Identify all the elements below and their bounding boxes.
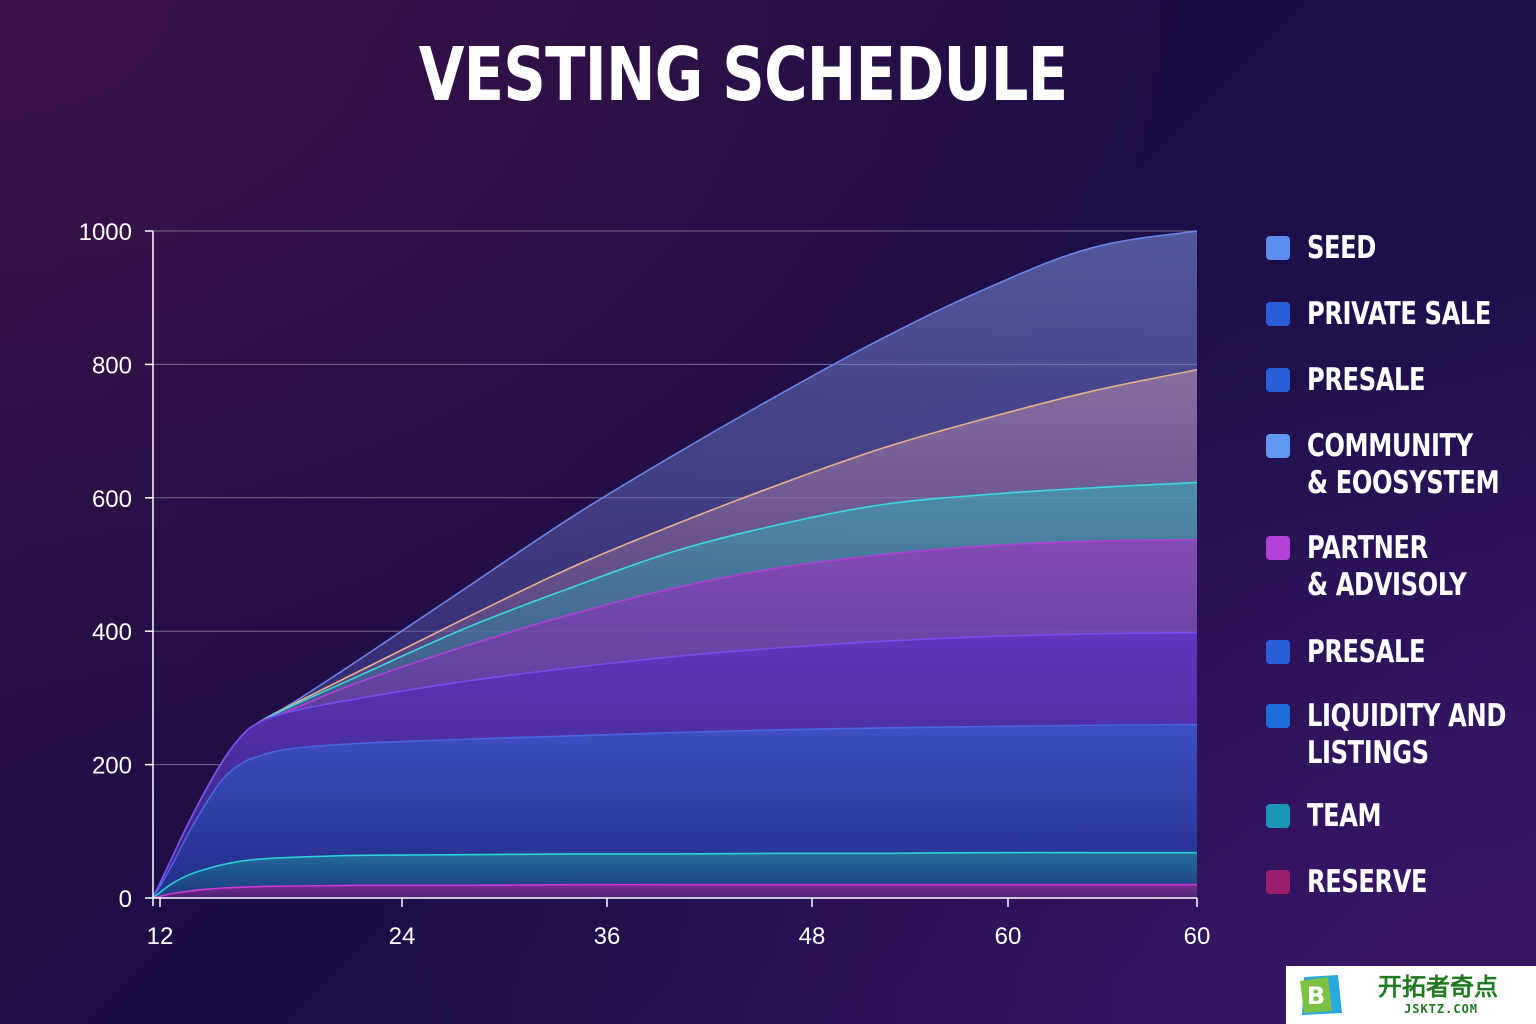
legend-label: TEAM [1307, 798, 1382, 834]
y-tick-label-4: 800 [92, 352, 132, 379]
watermark-domain: JSKTZ.COM [1404, 1002, 1479, 1016]
x-tick-label-0: 12 [147, 923, 174, 950]
legend-label: PRESALE [1307, 362, 1426, 398]
axes: 0 200 400 600 800 1000 12 24 36 48 60 60 [79, 219, 1211, 950]
area-series [152, 230, 1198, 899]
legend-label: PRESALE [1307, 634, 1426, 670]
series-line-6 [152, 851, 1197, 899]
legend-label: SEED [1307, 230, 1376, 266]
y-tick-label-1: 200 [92, 753, 132, 780]
legend: SEED PRIVATE SALE PRESALE COMMUNITY & EOOSY… [1266, 0, 1526, 1024]
chart-title: VESTING SCHEDULE [418, 32, 1068, 118]
area-fill-7 [153, 884, 1197, 898]
legend-swatch [1266, 870, 1290, 894]
legend-swatch [1266, 236, 1290, 260]
watermark-logo: B 开拓者奇点 JSKTZ.COM [1286, 966, 1536, 1024]
y-tick-label-5: 1000 [79, 219, 132, 246]
legend-label: PARTNER & ADVISOLY [1307, 530, 1467, 603]
legend-label: PRIVATE SALE [1307, 296, 1492, 332]
series-line-4 [152, 631, 1198, 899]
x-tick-label-5: 60 [1184, 923, 1211, 950]
x-tick-label-4: 60 [995, 923, 1022, 950]
legend-label: LIQUIDITY AND LISTINGS [1307, 698, 1507, 771]
legend-swatch [1266, 536, 1290, 560]
x-tick-label-3: 48 [799, 923, 826, 950]
legend-label: COMMUNITY & EOOSYSTEM [1307, 428, 1500, 501]
legend-swatch [1266, 804, 1290, 828]
svg-text:B: B [1307, 982, 1325, 1010]
series-line-7 [152, 883, 1197, 899]
y-tick-label-0: 0 [119, 886, 132, 913]
legend-swatch [1266, 640, 1290, 664]
legend-swatch [1266, 434, 1290, 458]
jsktz-logo-icon: B [1300, 975, 1342, 1015]
legend-swatch [1266, 368, 1290, 392]
watermark-chinese-text: 开拓者奇点 [1378, 973, 1498, 1001]
y-tick-label-2: 400 [92, 619, 132, 646]
legend-swatch [1266, 704, 1290, 728]
x-tick-label-2: 36 [594, 923, 621, 950]
x-tick-label-1: 24 [389, 923, 416, 950]
series-line-5 [152, 723, 1198, 899]
y-tick-label-3: 600 [92, 486, 132, 513]
legend-label: RESERVE [1307, 864, 1428, 900]
legend-swatch [1266, 302, 1290, 326]
